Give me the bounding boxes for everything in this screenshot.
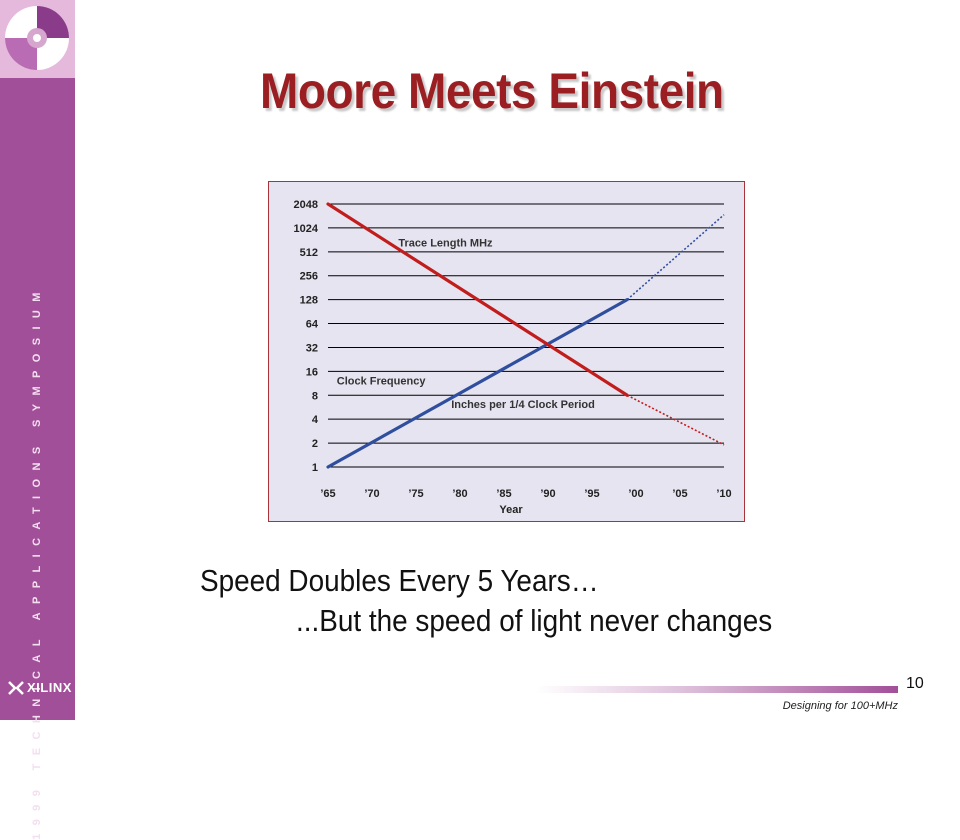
footer-gradient-bar [536, 686, 898, 693]
symposium-vertical-text: 1999 TECHNICAL APPLICATIONS SYMPOSIUM [31, 284, 43, 840]
x-tick-label: ’05 [672, 488, 687, 500]
y-tick-label: 2 [312, 438, 318, 450]
cd-disc-icon [5, 6, 69, 70]
x-tick-label: ’75 [408, 488, 423, 500]
page-number: 10 [906, 675, 924, 692]
x-tick-label: ’90 [540, 488, 555, 500]
y-tick-label: 1024 [294, 223, 319, 235]
y-tick-label: 2048 [294, 199, 318, 211]
xilinx-mark-icon [8, 680, 24, 695]
y-tick-label: 256 [300, 271, 318, 283]
footer-caption: Designing for 100+MHz [782, 700, 898, 712]
xilinx-logo: XILINX [8, 680, 72, 695]
clock-frequency-projection-line [626, 214, 725, 301]
chart-annotation: Clock Frequency [337, 375, 427, 387]
y-tick-label: 4 [312, 414, 319, 426]
brand-name: XILINX [27, 680, 72, 695]
sidebar-band: 1999 TECHNICAL APPLICATIONS SYMPOSIUM XI… [0, 0, 75, 840]
chart-svg: 1 2 4 8 16 32 64 128 256 512 1024 2048 ’65 ’70 ’75 ’80 ’… [294, 199, 732, 516]
trace-length-mhz-projection-line [626, 394, 725, 446]
speed-of-light-text: ...But the speed of light never changes [296, 603, 773, 638]
x-tick-label: ’80 [452, 488, 467, 500]
chart-annotation: Inches per 1/4 Clock Period [451, 399, 595, 411]
x-tick-label: ’70 [364, 488, 379, 500]
y-tick-label: 8 [312, 390, 318, 402]
chart-panel: 1 2 4 8 16 32 64 128 256 512 1024 2048 ’65 ’70 ’75 ’80 ’… [268, 181, 745, 522]
chart-annotation: Trace Length MHz [398, 237, 493, 249]
x-tick-label: ’65 [320, 488, 335, 500]
y-tick-label: 128 [300, 295, 318, 307]
speed-doubles-text: Speed Doubles Every 5 Years… [200, 563, 599, 598]
y-tick-label: 1 [312, 462, 318, 474]
y-tick-label: 512 [300, 247, 318, 259]
y-tick-label: 32 [306, 342, 318, 354]
y-tick-label: 16 [306, 366, 318, 378]
logo-panel [0, 0, 75, 78]
x-tick-label: ’10 [716, 488, 731, 500]
x-tick-label: ’00 [628, 488, 643, 500]
x-tick-label: ’95 [584, 488, 599, 500]
trace-length-mhz-line [326, 202, 629, 397]
x-tick-label: ’85 [496, 488, 511, 500]
x-axis-label: Year [499, 504, 523, 516]
clock-frequency-line [326, 298, 629, 469]
y-tick-label: 64 [306, 319, 319, 331]
slide-title: Moore Meets Einstein [260, 63, 724, 119]
